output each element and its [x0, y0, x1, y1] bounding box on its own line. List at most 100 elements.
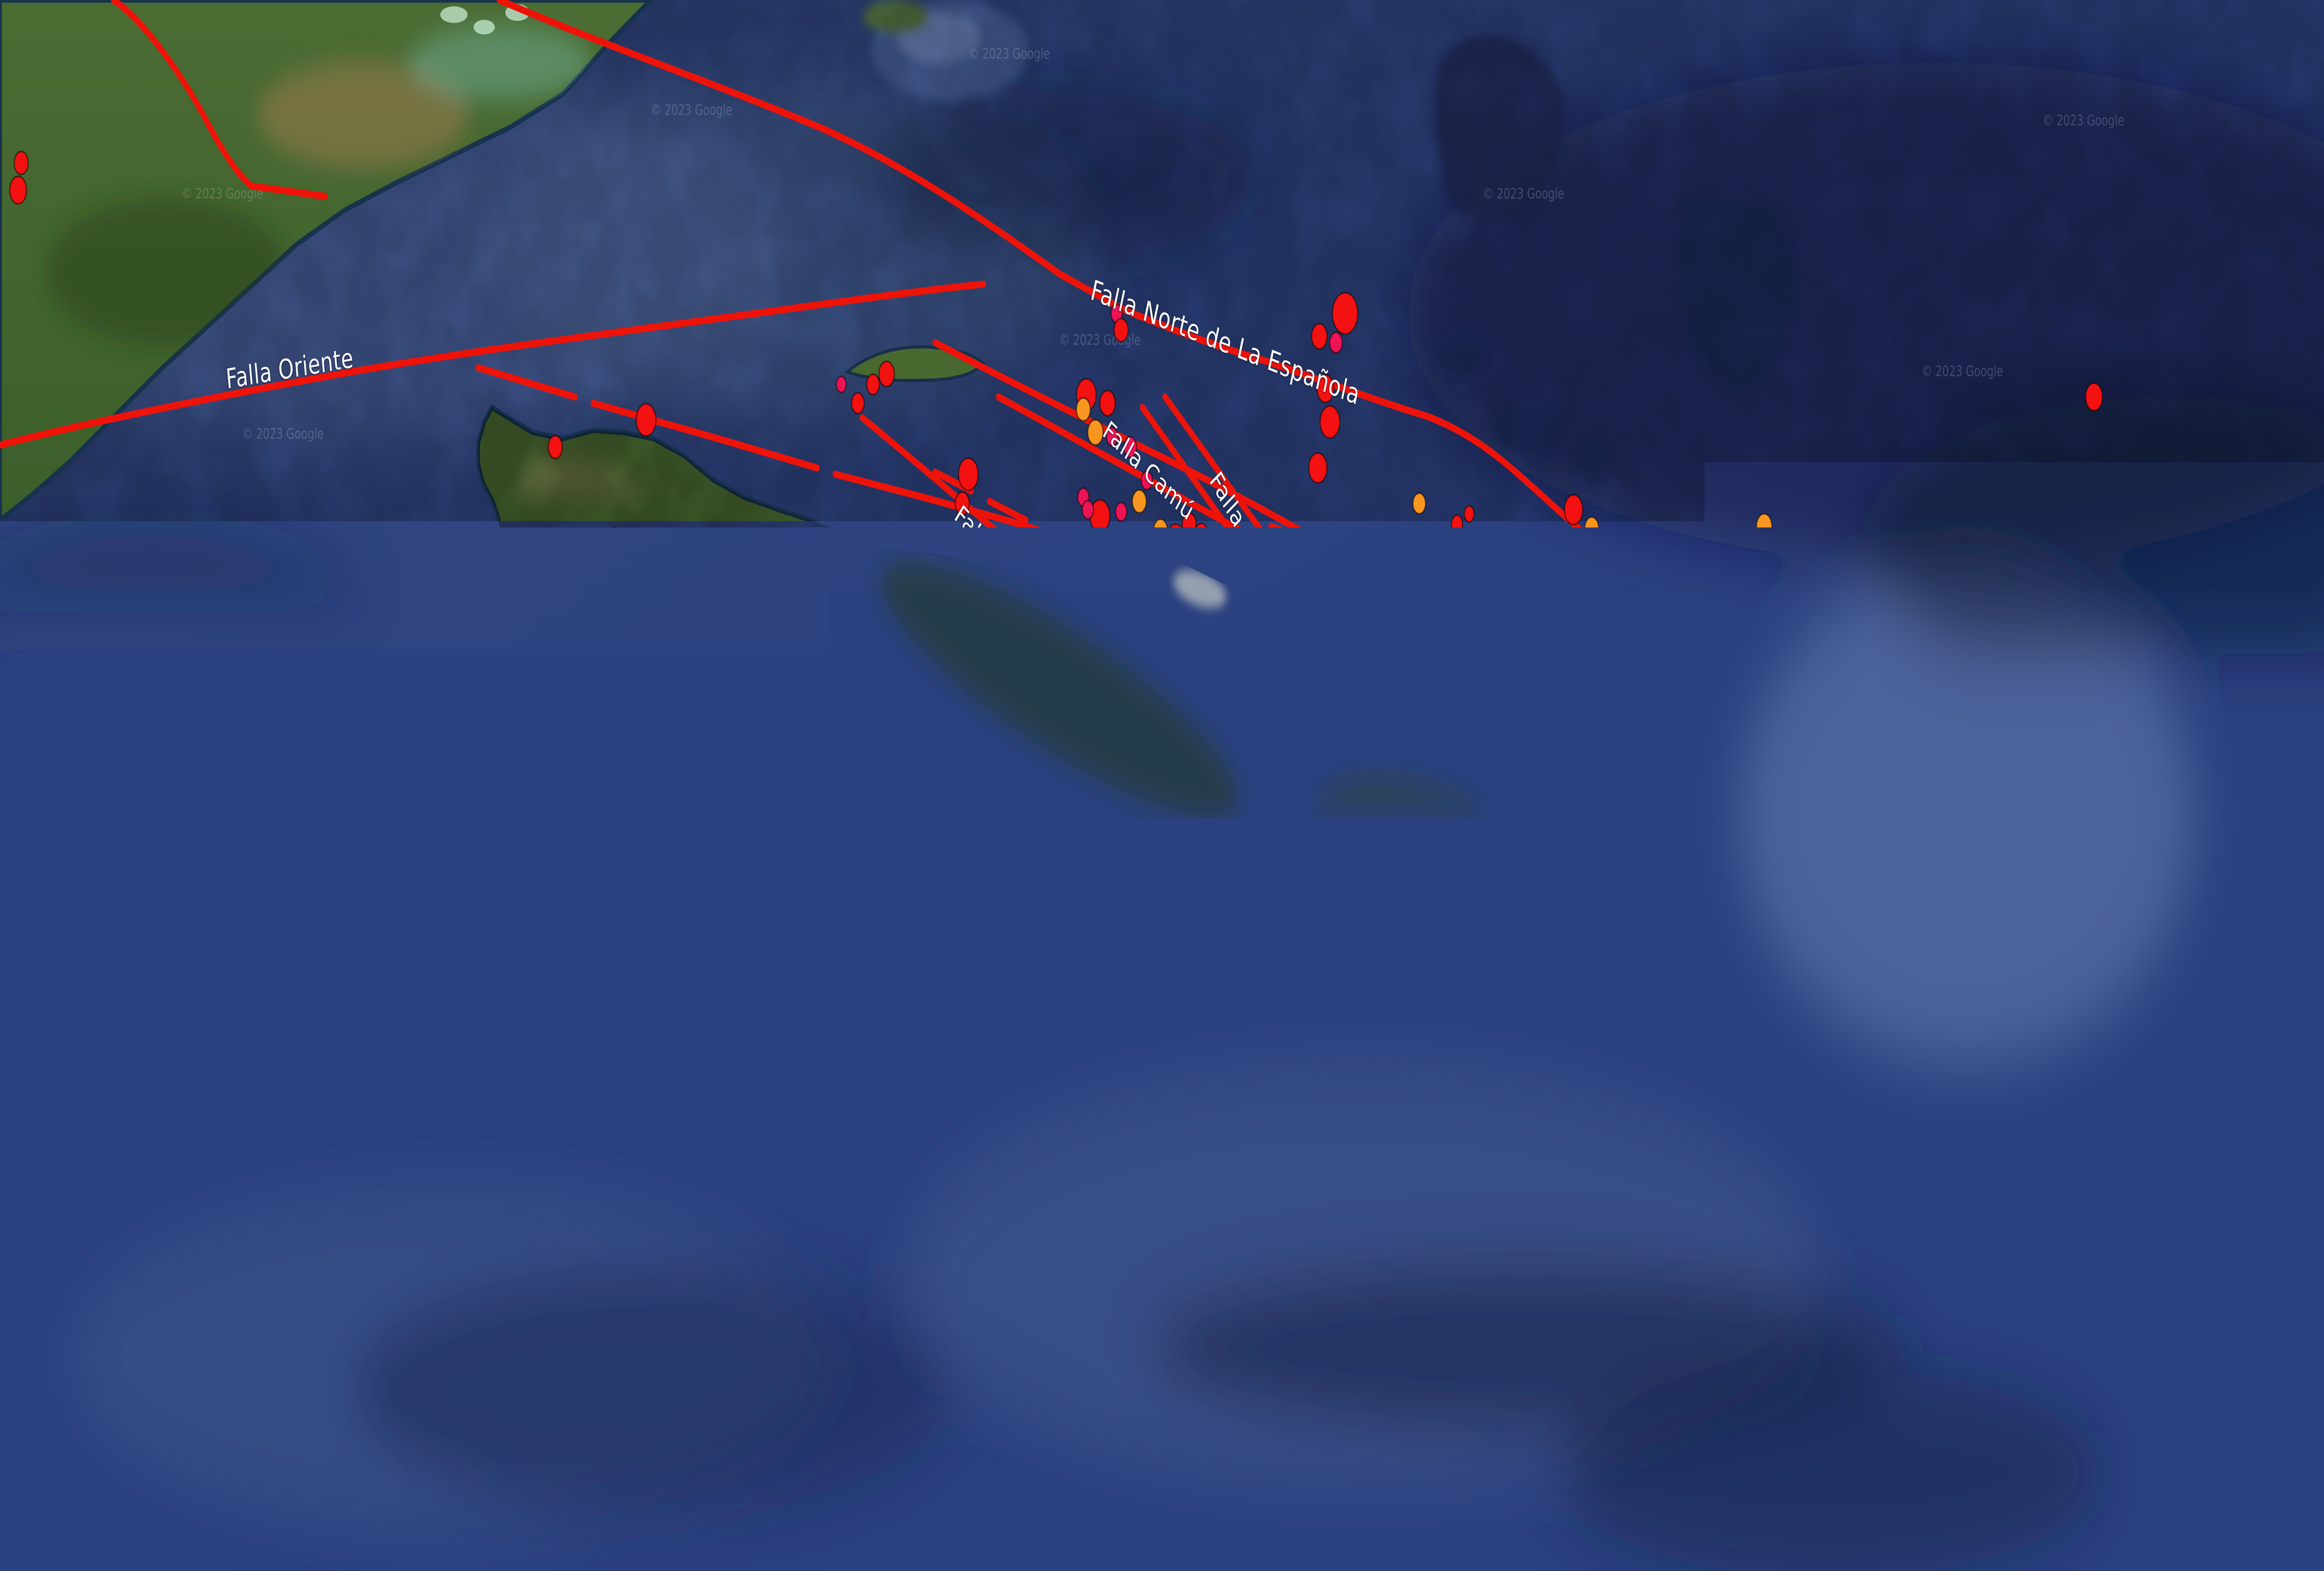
earthquake-marker[interactable] — [1123, 789, 1137, 811]
earthquake-marker[interactable] — [1307, 855, 1320, 875]
earthquake-marker[interactable] — [1734, 1132, 1749, 1157]
earthquake-marker[interactable] — [1010, 1098, 1023, 1120]
earthquake-marker[interactable] — [987, 1113, 1001, 1135]
earthquake-marker[interactable] — [1620, 1042, 1636, 1067]
earthquake-marker[interactable] — [836, 376, 846, 392]
earthquake-marker[interactable] — [2163, 923, 2192, 969]
earthquake-marker[interactable] — [1114, 318, 1128, 341]
earthquake-marker[interactable] — [1309, 453, 1327, 483]
earthquake-marker[interactable] — [1342, 1062, 1353, 1081]
earthquake-marker[interactable] — [1330, 332, 1342, 353]
earthquake-marker[interactable] — [1344, 933, 1358, 955]
earthquake-marker[interactable] — [959, 1084, 974, 1109]
earthquake-marker[interactable] — [1646, 1048, 1661, 1074]
earthquake-marker[interactable] — [1659, 1146, 1676, 1173]
earthquake-marker[interactable] — [607, 528, 621, 550]
earthquake-marker[interactable] — [1312, 808, 1326, 830]
earthquake-marker[interactable] — [1912, 1186, 1928, 1213]
earthquake-marker[interactable] — [2134, 742, 2151, 770]
earthquake-marker[interactable] — [1708, 1094, 1723, 1120]
earthquake-marker[interactable] — [996, 1190, 1010, 1213]
earthquake-marker[interactable] — [1733, 1064, 1747, 1087]
earthquake-marker[interactable] — [2229, 1116, 2246, 1144]
earthquake-marker[interactable] — [228, 1031, 244, 1058]
earthquake-marker[interactable] — [990, 802, 1005, 827]
map-viewport[interactable]: © 2023 Google © 2023 Google © 2023 Google ©… — [0, 0, 2324, 1571]
earthquake-marker[interactable] — [1714, 1414, 1730, 1439]
earthquake-marker[interactable] — [576, 1276, 592, 1301]
earthquake-marker[interactable] — [958, 458, 978, 490]
earthquake-marker[interactable] — [636, 404, 656, 436]
earthquake-marker[interactable] — [1221, 1145, 1236, 1170]
earthquake-marker[interactable] — [1103, 1011, 1115, 1032]
earthquake-marker[interactable] — [918, 1078, 940, 1115]
earthquake-marker[interactable] — [852, 393, 864, 413]
earthquake-marker[interactable] — [1194, 524, 1208, 546]
earthquake-marker[interactable] — [925, 843, 939, 866]
earthquake-marker[interactable] — [1718, 1054, 1732, 1077]
earthquake-marker[interactable] — [1699, 1178, 1714, 1203]
earthquake-marker[interactable] — [1545, 917, 1560, 942]
earthquake-marker[interactable] — [548, 436, 562, 458]
earthquake-marker[interactable] — [1048, 1072, 1070, 1109]
earthquake-marker[interactable] — [1710, 1118, 1725, 1143]
earthquake-marker[interactable] — [1098, 1151, 1111, 1172]
earthquake-marker[interactable] — [957, 1061, 973, 1086]
earthquake-marker[interactable] — [1588, 858, 1602, 881]
earthquake-marker[interactable] — [1701, 1001, 1718, 1029]
earthquake-marker[interactable] — [881, 1037, 895, 1060]
earthquake-marker[interactable] — [1167, 524, 1185, 554]
earthquake-marker[interactable] — [1651, 566, 1663, 587]
earthquake-marker[interactable] — [1114, 1052, 1128, 1074]
earthquake-marker[interactable] — [856, 1042, 872, 1067]
earthquake-marker[interactable] — [1513, 1007, 1525, 1027]
earthquake-marker[interactable] — [1312, 324, 1327, 349]
earthquake-marker[interactable] — [2251, 1110, 2267, 1138]
earthquake-marker[interactable] — [1565, 495, 1583, 524]
earthquake-marker[interactable] — [1612, 1065, 1623, 1083]
earthquake-marker[interactable] — [921, 1038, 937, 1063]
earthquake-marker[interactable] — [2187, 1076, 2212, 1118]
earthquake-marker[interactable] — [1336, 856, 1351, 882]
earthquake-marker[interactable] — [1796, 1099, 1811, 1124]
earthquake-marker[interactable] — [1855, 1094, 1872, 1121]
earthquake-marker[interactable] — [1321, 837, 1335, 860]
earthquake-marker[interactable] — [1800, 1210, 1816, 1238]
earthquake-marker[interactable] — [10, 176, 26, 204]
earthquake-marker[interactable] — [1320, 406, 1340, 438]
earthquake-marker[interactable] — [1954, 1150, 1968, 1173]
earthquake-marker[interactable] — [1631, 544, 1648, 571]
earthquake-marker[interactable] — [1013, 727, 1026, 748]
earthquake-marker[interactable] — [2252, 1143, 2278, 1184]
earthquake-marker[interactable] — [1756, 514, 1772, 539]
earthquake-marker[interactable] — [1610, 1193, 1625, 1218]
earthquake-marker[interactable] — [1042, 1041, 1055, 1061]
earthquake-marker[interactable] — [1139, 608, 1152, 629]
earthquake-marker[interactable] — [2096, 916, 2113, 943]
earthquake-marker[interactable] — [1948, 1011, 1961, 1032]
earthquake-marker[interactable] — [1362, 968, 1376, 991]
earthquake-marker[interactable] — [1585, 517, 1598, 540]
earthquake-marker[interactable] — [2216, 852, 2245, 898]
earthquake-marker[interactable] — [1076, 398, 1090, 421]
earthquake-marker[interactable] — [1452, 515, 1463, 534]
earthquake-marker[interactable] — [1637, 584, 1655, 614]
earthquake-marker[interactable] — [1082, 501, 1093, 519]
earthquake-marker[interactable] — [2046, 555, 2060, 577]
earthquake-marker[interactable] — [1471, 960, 1485, 983]
earthquake-marker[interactable] — [1521, 837, 1535, 860]
earthquake-marker[interactable] — [2086, 383, 2102, 411]
earthquake-marker[interactable] — [897, 1074, 912, 1099]
earthquake-marker[interactable] — [863, 983, 877, 1006]
earthquake-marker[interactable] — [1626, 932, 1645, 964]
earthquake-marker[interactable] — [1154, 519, 1168, 542]
earthquake-marker[interactable] — [14, 152, 28, 174]
earthquake-marker[interactable] — [1464, 506, 1474, 522]
earthquake-marker[interactable] — [867, 374, 879, 395]
earthquake-marker[interactable] — [1125, 1070, 1138, 1090]
earthquake-marker[interactable] — [304, 779, 319, 804]
earthquake-marker[interactable] — [819, 1036, 839, 1070]
earthquake-marker[interactable] — [2112, 1147, 2131, 1180]
earthquake-marker[interactable] — [865, 1009, 881, 1034]
earthquake-marker[interactable] — [1866, 1210, 1886, 1242]
